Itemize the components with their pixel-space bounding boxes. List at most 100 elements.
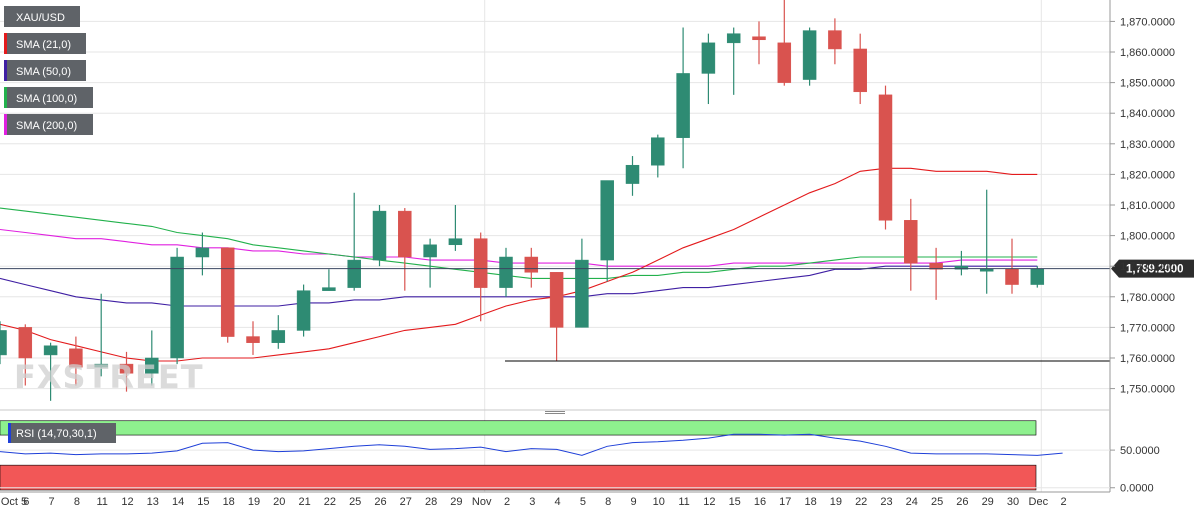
candle xyxy=(473,232,488,322)
x-tick-label: 22 xyxy=(855,496,867,508)
candle xyxy=(347,192,361,291)
watermark: FXSTREET xyxy=(14,358,204,396)
legend-color-swatch xyxy=(4,60,7,81)
pane-divider[interactable] xyxy=(0,409,1110,414)
candle-body xyxy=(372,210,387,261)
x-tick-label: 8 xyxy=(605,496,611,508)
candle xyxy=(752,21,766,65)
candle xyxy=(296,284,311,337)
candle-body xyxy=(828,30,842,50)
candle xyxy=(625,156,640,196)
x-tick-label: 22 xyxy=(324,496,336,508)
candle xyxy=(1005,238,1019,294)
candle xyxy=(69,336,83,386)
x-tick-label: 15 xyxy=(197,496,209,508)
candle-body xyxy=(929,262,943,270)
legend-color-swatch xyxy=(4,87,7,108)
x-tick-label: 9 xyxy=(630,496,636,508)
legend-item-label: SMA (50,0) xyxy=(16,66,71,78)
x-tick-label: 12 xyxy=(121,496,133,508)
legend-item[interactable]: SMA (21,0) xyxy=(4,33,86,54)
x-tick-label: 6 xyxy=(23,496,29,508)
legend-item-box xyxy=(4,33,86,54)
legend-color-swatch xyxy=(4,6,7,27)
candle-body xyxy=(979,269,994,272)
legend-item[interactable]: SMA (100,0) xyxy=(4,87,93,108)
candle-body xyxy=(752,36,766,41)
legend-item-label: XAU/USD xyxy=(16,12,65,24)
x-tick-label: Nov xyxy=(472,496,492,508)
candle-body xyxy=(0,330,7,356)
x-tick-label: 5 xyxy=(580,496,586,508)
candle-body xyxy=(43,345,58,356)
x-tick-label: 11 xyxy=(678,496,689,508)
x-tick-label: 18 xyxy=(804,496,816,508)
candle xyxy=(828,18,842,65)
candle xyxy=(0,321,7,365)
watermark-group: FXSTREET xyxy=(14,358,204,396)
legend-item-label: SMA (200,0) xyxy=(16,120,77,132)
candle xyxy=(651,134,665,178)
candle xyxy=(904,198,918,291)
rsi-panel: 50.0000 0.0000 RSI (14,70,30,1) xyxy=(0,420,1160,495)
candle xyxy=(878,85,893,230)
x-tick-label: 26 xyxy=(374,496,386,508)
x-tick-label: 16 xyxy=(754,496,766,508)
price-scale-area xyxy=(1110,0,1194,513)
y-tick-label: 1,850.0000 xyxy=(1120,78,1175,90)
legend-item[interactable]: XAU/USD xyxy=(4,6,80,27)
candle xyxy=(802,27,817,86)
candle-body xyxy=(1030,269,1045,285)
candle-body xyxy=(524,256,539,273)
legend-color-swatch xyxy=(4,114,7,135)
rsi-tick-label: 50.0000 xyxy=(1120,445,1160,457)
candle-body xyxy=(473,238,488,288)
last-price-label: 1,789.2000 xyxy=(1126,264,1184,276)
y-tick-label: 1,820.0000 xyxy=(1120,169,1175,181)
x-tick-label: 7 xyxy=(49,496,55,508)
sma-100-line xyxy=(0,207,1038,279)
rsi-legend-swatch xyxy=(8,423,11,443)
candle-body xyxy=(18,327,33,359)
candle-body xyxy=(246,336,260,343)
pane-resize-grip-top[interactable] xyxy=(545,411,565,412)
candle xyxy=(43,342,58,401)
legend-item[interactable]: SMA (200,0) xyxy=(4,114,93,135)
candle-body xyxy=(651,137,665,166)
x-tick-label: 28 xyxy=(425,496,437,508)
candle xyxy=(929,247,943,300)
candle xyxy=(170,247,184,365)
candle-body xyxy=(448,238,463,246)
y-tick-label: 1,780.0000 xyxy=(1120,292,1175,304)
candle xyxy=(549,272,564,362)
candle-body xyxy=(549,272,564,328)
candle xyxy=(322,269,336,291)
candle-body xyxy=(878,94,893,221)
x-tick-label: 23 xyxy=(880,496,892,508)
candle-body xyxy=(119,363,134,374)
x-tick-label: Oct 5 xyxy=(1,496,27,508)
y-tick-label: 1,760.0000 xyxy=(1120,353,1175,365)
candle xyxy=(271,315,286,349)
y-tick-label: 1,840.0000 xyxy=(1120,108,1175,120)
legend-item-box xyxy=(4,6,80,27)
x-tick-label: 13 xyxy=(147,496,159,508)
x-tick-label: 30 xyxy=(1007,496,1019,508)
pane-resize-grip-bottom[interactable] xyxy=(545,413,565,414)
candle xyxy=(246,321,260,355)
candle xyxy=(94,293,108,377)
last-price-badge xyxy=(1111,259,1194,278)
x-tick-label: 19 xyxy=(830,496,842,508)
x-tick-label: 20 xyxy=(273,496,285,508)
candle-body xyxy=(398,210,412,258)
candle-body xyxy=(1005,269,1019,285)
rsi-overbought-zone xyxy=(0,420,1037,436)
rsi-legend-box[interactable] xyxy=(8,423,116,443)
candle-body xyxy=(777,42,792,83)
y-tick-label: 1,860.0000 xyxy=(1120,47,1175,59)
candle xyxy=(119,351,134,392)
candle xyxy=(145,330,159,386)
legend-item-box xyxy=(4,60,86,81)
candles xyxy=(0,0,1045,401)
legend-item[interactable]: SMA (50,0) xyxy=(4,60,86,81)
